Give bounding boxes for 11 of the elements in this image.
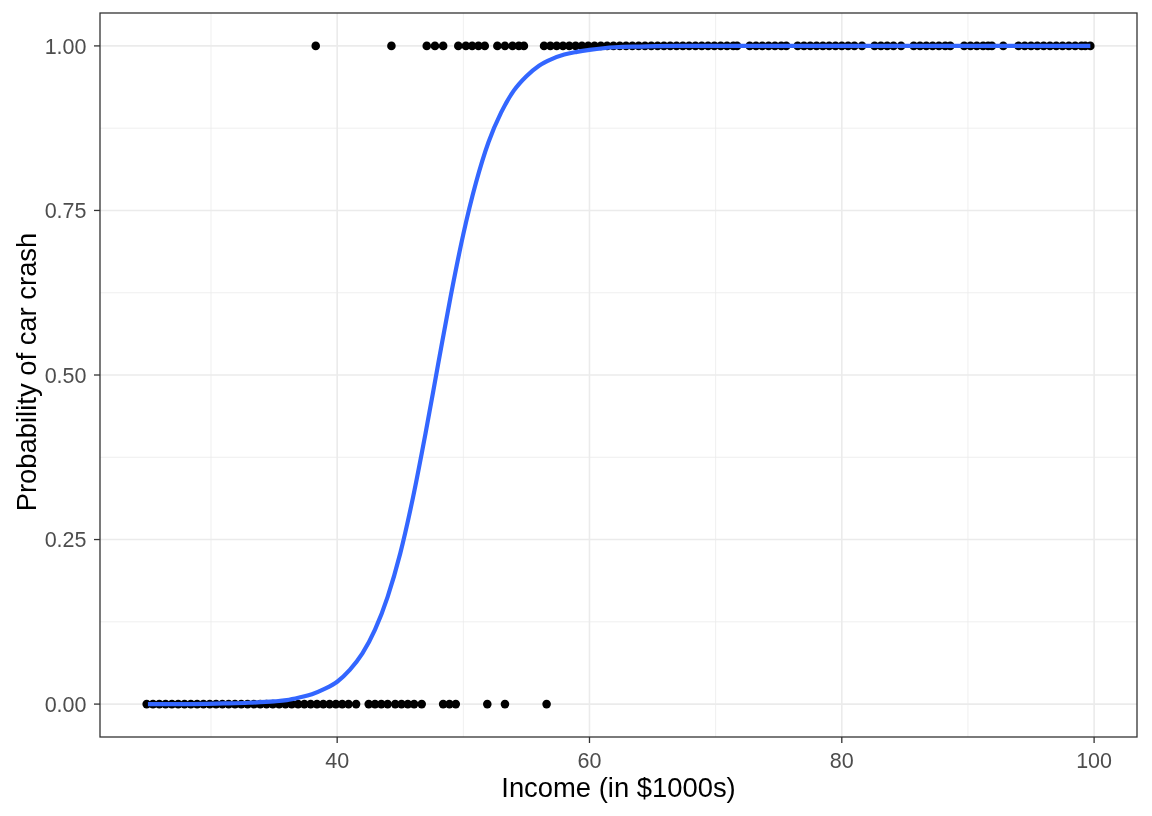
y-tick-label: 0.50	[44, 363, 87, 388]
y-tick-label: 0.75	[44, 199, 87, 224]
y-axis-title: Probability of car crash	[11, 232, 42, 512]
x-axis-title: Income (in $1000s)	[501, 772, 736, 803]
y-tick-label: 1.00	[44, 34, 87, 59]
x-tick-label: 100	[1076, 749, 1113, 773]
x-tick-label: 40	[325, 749, 350, 773]
y-tick-label: 0.00	[44, 692, 87, 717]
x-tick-label: 80	[829, 749, 854, 773]
y-tick-label: 0.25	[44, 528, 87, 553]
x-tick-label: 60	[577, 749, 602, 773]
